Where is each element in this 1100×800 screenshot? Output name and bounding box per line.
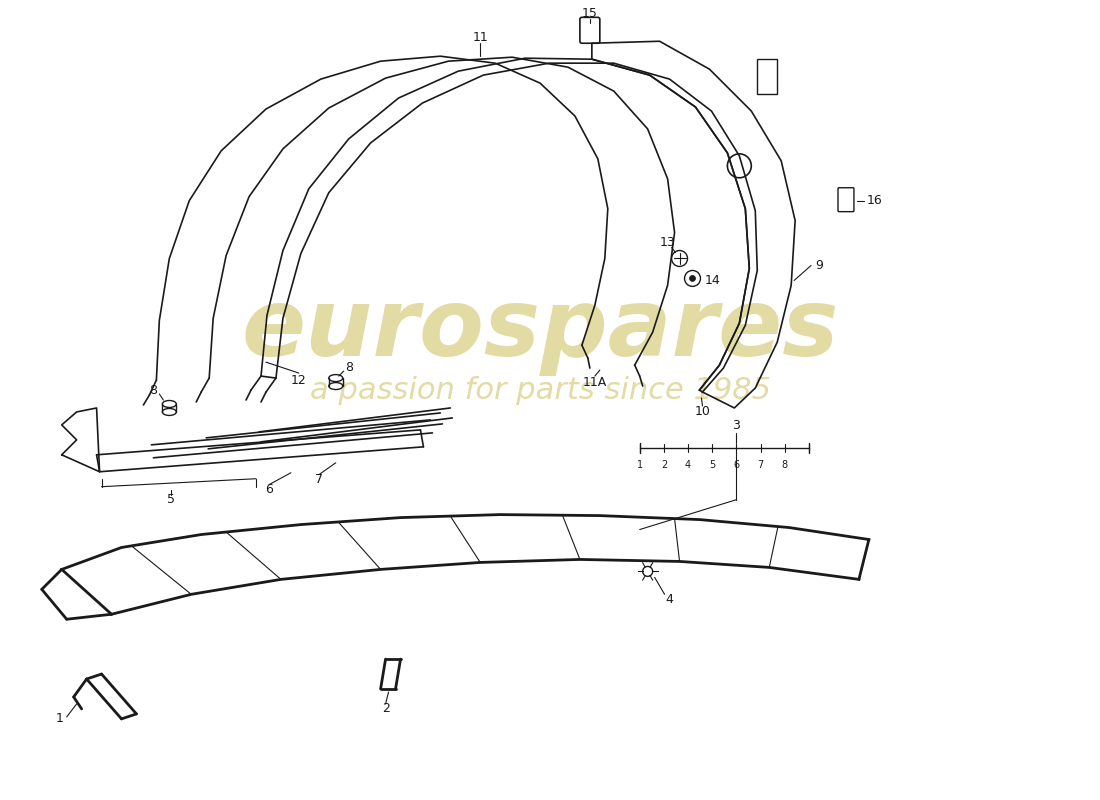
- Text: 2: 2: [661, 460, 667, 470]
- Text: 8: 8: [150, 383, 157, 397]
- Text: 9: 9: [815, 259, 823, 272]
- Text: 5: 5: [710, 460, 715, 470]
- Text: 7: 7: [758, 460, 763, 470]
- Text: 16: 16: [867, 194, 882, 207]
- Text: 8: 8: [344, 361, 353, 374]
- Ellipse shape: [163, 409, 176, 415]
- Text: 11A: 11A: [583, 375, 607, 389]
- Text: 1: 1: [637, 460, 642, 470]
- Text: a passion for parts since 1985: a passion for parts since 1985: [309, 375, 770, 405]
- Ellipse shape: [163, 401, 176, 407]
- Ellipse shape: [329, 374, 343, 382]
- Text: 15: 15: [582, 7, 597, 20]
- Text: 6: 6: [734, 460, 739, 470]
- Text: 1: 1: [56, 712, 64, 726]
- Text: 14: 14: [704, 274, 720, 287]
- Text: 6: 6: [265, 483, 273, 496]
- Text: 8: 8: [782, 460, 788, 470]
- Text: 7: 7: [315, 474, 322, 486]
- Text: 12: 12: [292, 374, 307, 386]
- Circle shape: [690, 275, 695, 282]
- Text: 5: 5: [167, 493, 175, 506]
- Text: 13: 13: [660, 236, 675, 249]
- Text: 11: 11: [472, 30, 488, 44]
- Text: 10: 10: [694, 406, 711, 418]
- Text: 4: 4: [685, 460, 691, 470]
- Ellipse shape: [329, 382, 343, 390]
- Text: 4: 4: [666, 593, 673, 606]
- Text: 2: 2: [382, 702, 389, 715]
- Text: 3: 3: [733, 419, 740, 433]
- Bar: [757, 59, 778, 94]
- Text: eurospares: eurospares: [241, 284, 839, 376]
